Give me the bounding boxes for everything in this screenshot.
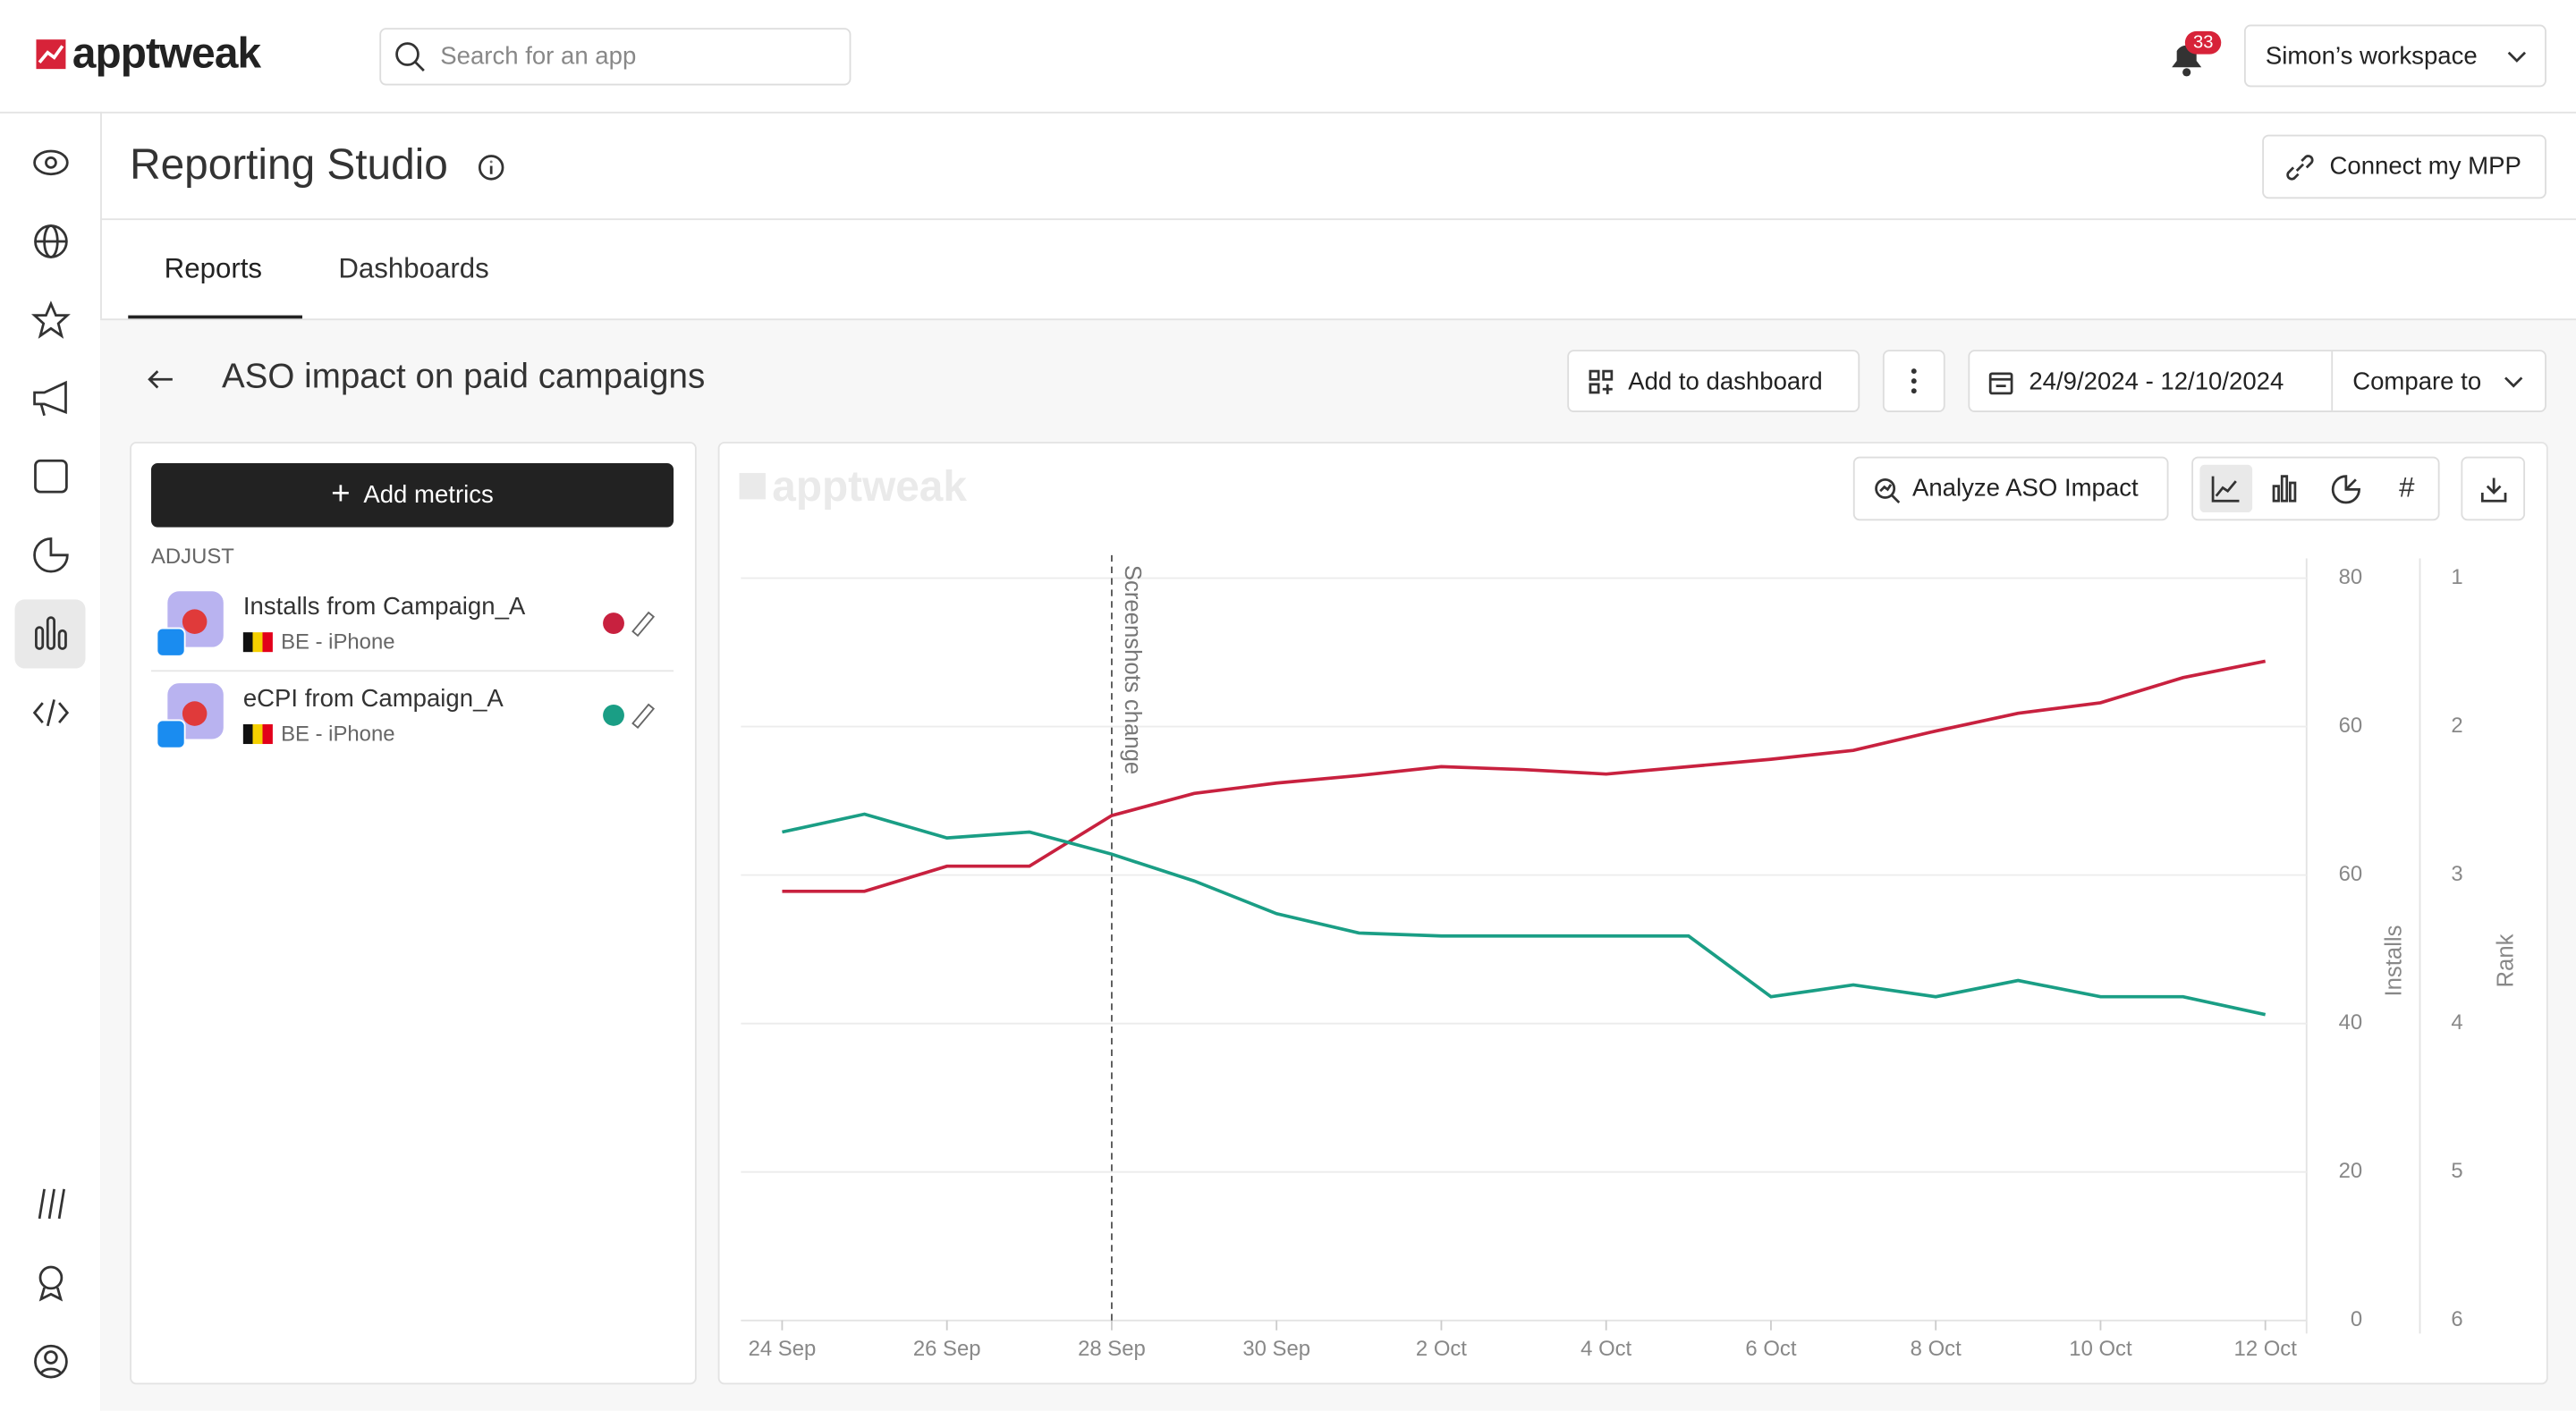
workspace-name: Simon’s workspace	[2265, 41, 2478, 71]
x-tick-label: 8 Oct	[1911, 1337, 1962, 1361]
plus-icon: +	[331, 476, 351, 513]
metric-color	[603, 704, 624, 726]
svg-text:#: #	[2399, 472, 2415, 503]
y-tick-label: 40	[2339, 1010, 2363, 1035]
separator	[2331, 351, 2334, 411]
top-bar	[0, 0, 2576, 114]
flag	[242, 632, 273, 653]
active-nav	[14, 599, 86, 669]
annotation-label: Screenshots change	[1120, 565, 1145, 774]
x-tick-label: 28 Sep	[1078, 1337, 1146, 1361]
link-icon	[2286, 155, 2314, 181]
tab-underline	[128, 315, 302, 319]
analyze-button[interactable]: Analyze ASO Impact	[1852, 456, 2169, 521]
y-tick-label: 80	[2339, 565, 2363, 589]
divider	[100, 218, 2576, 221]
add-dashboard-label: Add to dashboard	[1628, 367, 1823, 395]
kebab-icon	[1911, 368, 1917, 394]
app-icon-face	[182, 609, 208, 634]
chart-type-icons[interactable]: #	[2193, 458, 2438, 519]
y2-tick-label: 5	[2451, 1159, 2462, 1183]
report-title: ASO impact on paid campaigns	[221, 358, 706, 396]
info-icon[interactable]	[477, 153, 506, 182]
chart-panel	[717, 442, 2548, 1385]
logo: apptweak	[72, 28, 261, 78]
y-tick-label: 0	[2351, 1307, 2362, 1331]
y-tick-label: 20	[2339, 1159, 2363, 1183]
nav-icons[interactable]	[0, 112, 100, 1411]
series-line	[782, 659, 2267, 893]
workspace-button[interactable]: Simon’s workspace	[2243, 24, 2546, 88]
search-box[interactable]: Search for an app	[379, 28, 852, 86]
search-icon	[395, 41, 425, 72]
chevron	[2504, 376, 2523, 388]
page-title: Reporting Studio	[130, 139, 448, 190]
y-tick-label: 60	[2339, 714, 2363, 738]
analyze-icon	[1875, 477, 1901, 504]
x-tick-label: 24 Sep	[749, 1337, 817, 1361]
analyze-label: Analyze ASO Impact	[1911, 474, 2139, 503]
store-badge	[156, 627, 186, 657]
chevron	[2507, 51, 2527, 63]
add-metrics-button[interactable]: + Add metrics	[150, 462, 674, 528]
search-placeholder: Search for an app	[440, 42, 637, 71]
y2-tick-label: 2	[2451, 714, 2462, 738]
x-tick-label: 30 Sep	[1242, 1337, 1310, 1361]
x-tick-label: 2 Oct	[1416, 1337, 1467, 1361]
connect-label: Connect my MPP	[2329, 152, 2521, 182]
y2-axis-label: Rank	[2494, 934, 2519, 987]
connect-button[interactable]: Connect my MPP	[2262, 134, 2546, 199]
x-tick-label: 12 Oct	[2234, 1337, 2298, 1361]
metric-name: eCPI from Campaign_A	[242, 684, 504, 714]
download-icon	[2480, 477, 2506, 502]
x-tick-label: 4 Oct	[1580, 1337, 1631, 1361]
watermark: apptweak	[772, 461, 967, 511]
add-dashboard-button[interactable]: Add to dashboard	[1567, 350, 1860, 413]
series-line	[782, 812, 2267, 1017]
divider	[150, 670, 674, 672]
grid-icon	[1589, 369, 1614, 394]
chart-type-group: #	[2191, 456, 2440, 521]
tab[interactable]: Reports	[164, 252, 263, 284]
metric-color	[603, 613, 624, 634]
y2-tick-label: 6	[2451, 1307, 2462, 1331]
store-badge	[156, 719, 186, 749]
metrics-panel	[130, 442, 697, 1385]
y-tick-label: 60	[2339, 862, 2363, 886]
date-range: 24/9/2024 - 12/10/2024	[2029, 367, 2284, 395]
back-arrow[interactable]	[145, 367, 178, 393]
date-picker[interactable]: 24/9/2024 - 12/10/2024 Compare to	[1968, 350, 2546, 413]
more-button[interactable]	[1882, 350, 1945, 413]
section-label: ADJUST	[150, 543, 234, 569]
metric-name: Installs from Campaign_A	[242, 593, 526, 621]
app-icon-face	[182, 701, 208, 726]
logo-icon	[36, 39, 66, 70]
x-tick-label: 10 Oct	[2069, 1337, 2132, 1361]
calendar-icon	[1988, 372, 2013, 395]
metric-sub: BE - iPhone	[281, 629, 395, 655]
x-tick-label: 26 Sep	[913, 1337, 981, 1361]
add-metrics-label: Add metrics	[363, 481, 494, 510]
metric-sub: BE - iPhone	[281, 721, 395, 746]
y-axis-label: Installs	[2382, 925, 2407, 996]
compare-label[interactable]: Compare to	[2352, 367, 2482, 395]
tab[interactable]: Dashboards	[338, 252, 489, 284]
download-button[interactable]	[2461, 456, 2526, 521]
x-tick-label: 6 Oct	[1745, 1337, 1796, 1361]
watermark-icon	[739, 472, 766, 500]
flag	[242, 723, 273, 745]
y2-tick-label: 4	[2451, 1010, 2462, 1035]
y2-tick-label: 1	[2451, 565, 2462, 589]
y2-tick-label: 3	[2451, 862, 2462, 886]
notification-badge: 33	[2184, 30, 2222, 55]
